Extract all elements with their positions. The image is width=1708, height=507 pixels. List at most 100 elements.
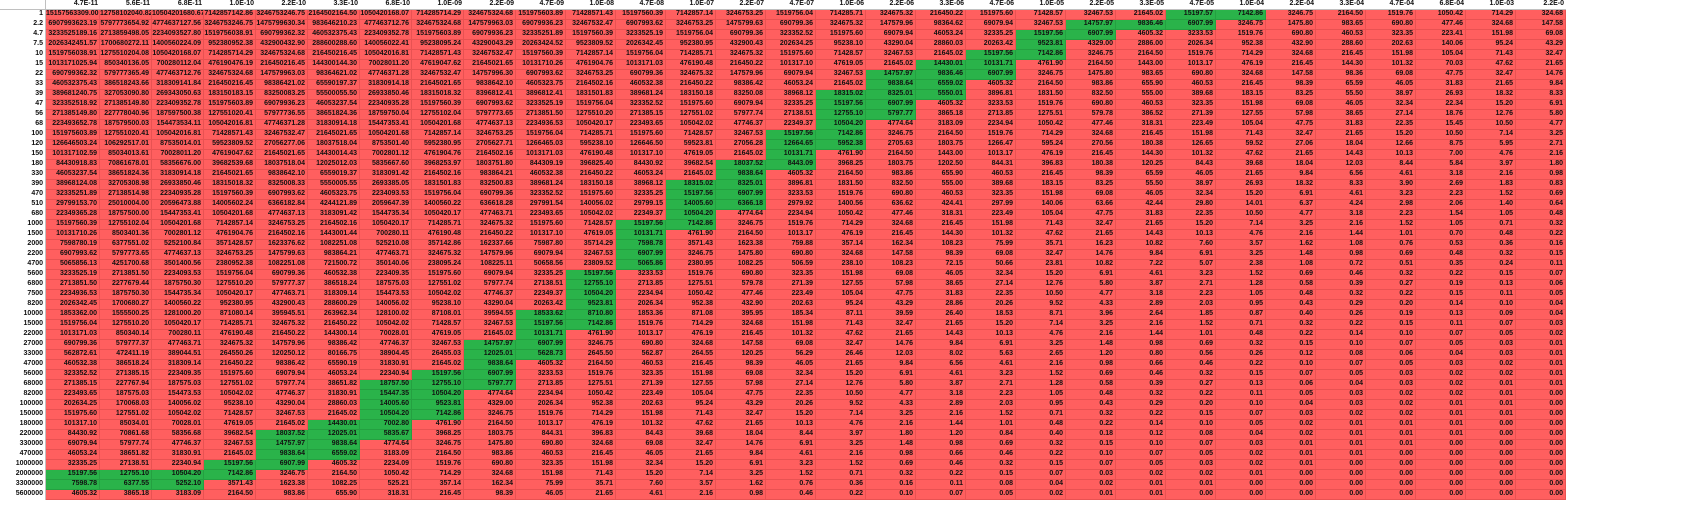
data-cell[interactable]: 216450216.45: [308, 50, 360, 60]
data-cell[interactable]: 1.52: [1216, 270, 1266, 280]
data-cell[interactable]: 324675.32: [256, 320, 308, 330]
data-cell[interactable]: 460532375.43: [46, 80, 100, 90]
data-cell[interactable]: 3968.25: [816, 160, 866, 170]
data-cell[interactable]: 476190.48: [412, 230, 464, 240]
data-cell[interactable]: 690799.36: [766, 20, 816, 30]
data-cell[interactable]: 0.24: [1466, 260, 1516, 270]
data-cell[interactable]: 5952.38: [816, 140, 866, 150]
data-cell[interactable]: 0.01: [1416, 400, 1466, 410]
data-cell[interactable]: 65590197.37: [308, 80, 360, 90]
data-cell[interactable]: 0.01: [1516, 380, 1566, 390]
data-cell[interactable]: 4.61: [616, 490, 666, 500]
data-cell[interactable]: 6907.99: [1066, 30, 1116, 40]
data-cell[interactable]: 0.07: [1466, 320, 1516, 330]
data-cell[interactable]: 8503401.36: [100, 230, 152, 240]
data-cell[interactable]: 1275510.20: [204, 280, 256, 290]
data-cell[interactable]: 14.76: [1516, 70, 1566, 80]
data-cell[interactable]: 579.78: [1066, 110, 1116, 120]
data-cell[interactable]: 1275.51: [566, 380, 616, 390]
data-cell[interactable]: 0.11: [1216, 390, 1266, 400]
data-cell[interactable]: 31830.91: [360, 360, 412, 370]
data-cell[interactable]: 105.04: [1016, 210, 1066, 220]
data-cell[interactable]: 6.91: [1516, 100, 1566, 110]
data-cell[interactable]: 690.80: [1266, 30, 1316, 40]
data-cell[interactable]: 271385.15: [100, 370, 152, 380]
data-cell[interactable]: 3246753.25: [256, 220, 308, 230]
data-cell[interactable]: 83250.08: [716, 90, 766, 100]
data-cell[interactable]: 714.29: [816, 220, 866, 230]
data-cell[interactable]: 10131710.26: [516, 60, 566, 70]
data-cell[interactable]: 1400560224.09: [152, 40, 204, 50]
data-cell[interactable]: 7142.86: [412, 410, 464, 420]
data-cell[interactable]: 3.57: [1216, 240, 1266, 250]
data-cell[interactable]: 6.91: [866, 370, 916, 380]
data-cell[interactable]: 98364.62: [916, 20, 966, 30]
data-cell[interactable]: 0.05: [1416, 340, 1466, 350]
data-cell[interactable]: 1519756.04: [412, 190, 464, 200]
data-cell[interactable]: 0.14: [1116, 420, 1166, 430]
data-cell[interactable]: 714285.71: [412, 220, 464, 230]
row-header-cell[interactable]: 56: [0, 110, 46, 120]
data-cell[interactable]: 10.13: [1166, 230, 1216, 240]
data-cell[interactable]: 50658.56: [516, 260, 566, 270]
data-cell[interactable]: 0.32: [1066, 410, 1116, 420]
data-cell[interactable]: 0.00: [1416, 460, 1466, 470]
data-cell[interactable]: 39.68: [666, 430, 716, 440]
data-cell[interactable]: 101.32: [1366, 60, 1416, 70]
data-cell[interactable]: 6559019.37: [308, 170, 360, 180]
data-cell[interactable]: 12664.65: [766, 140, 816, 150]
data-cell[interactable]: 269343050.63: [152, 90, 204, 100]
data-cell[interactable]: 0.00: [1166, 490, 1216, 500]
data-cell[interactable]: 14.01: [1216, 200, 1266, 210]
data-cell[interactable]: 216450.22: [464, 230, 516, 240]
data-cell[interactable]: 1013171.03: [46, 330, 100, 340]
data-cell[interactable]: 1.05: [1416, 220, 1466, 230]
data-cell[interactable]: 2164502.16: [308, 220, 360, 230]
data-cell[interactable]: 12.66: [1366, 140, 1416, 150]
data-cell[interactable]: 32467.53: [816, 70, 866, 80]
data-cell[interactable]: 32467.53: [412, 340, 464, 350]
data-cell[interactable]: 6907993.62: [616, 20, 666, 30]
data-cell[interactable]: 108.23: [866, 260, 916, 270]
data-cell[interactable]: 32467.53: [204, 440, 256, 450]
data-cell[interactable]: 0.69: [1066, 370, 1116, 380]
data-cell[interactable]: 10504.20: [816, 120, 866, 130]
data-cell[interactable]: 357.14: [816, 240, 866, 250]
data-cell[interactable]: 5952380.95: [412, 140, 464, 150]
data-cell[interactable]: 0.02: [1366, 410, 1416, 420]
data-cell[interactable]: 216.45: [1016, 170, 1066, 180]
data-cell[interactable]: 98.39: [464, 490, 516, 500]
data-cell[interactable]: 3968.25: [412, 430, 464, 440]
data-cell[interactable]: 7.60: [616, 480, 666, 490]
data-cell[interactable]: 202.63: [616, 400, 666, 410]
data-cell[interactable]: 2.16: [1466, 170, 1516, 180]
data-cell[interactable]: 983864.21: [464, 170, 516, 180]
data-cell[interactable]: 324.68: [816, 250, 866, 260]
data-cell[interactable]: 288600.29: [308, 300, 360, 310]
data-cell[interactable]: 2.71: [1166, 280, 1216, 290]
data-cell[interactable]: 6907.99: [516, 340, 566, 350]
data-cell[interactable]: 2.16: [666, 490, 716, 500]
data-cell[interactable]: 0.07: [916, 490, 966, 500]
data-cell[interactable]: 952.38: [1216, 40, 1266, 50]
data-cell[interactable]: 71428571.43: [412, 50, 464, 60]
data-cell[interactable]: 151.98: [1216, 100, 1266, 110]
data-cell[interactable]: 187575.03: [360, 280, 412, 290]
column-header-cell[interactable]: 1.0E-04: [1216, 0, 1266, 10]
data-cell[interactable]: 14.76: [716, 440, 766, 450]
data-cell[interactable]: 0.03: [1216, 440, 1266, 450]
data-cell[interactable]: 70.03: [1416, 60, 1466, 70]
data-cell[interactable]: 432.90: [716, 300, 766, 310]
data-cell[interactable]: 32335.25: [616, 190, 666, 200]
data-cell[interactable]: 10131.71: [766, 150, 816, 160]
data-cell[interactable]: 525210.08: [360, 240, 412, 250]
data-cell[interactable]: 57.98: [1266, 110, 1316, 120]
column-header-cell[interactable]: 2.2E-0: [1516, 0, 1566, 10]
data-cell[interactable]: 0.07: [1216, 410, 1266, 420]
data-cell[interactable]: 2.38: [1216, 260, 1266, 270]
data-cell[interactable]: 216.45: [1316, 50, 1366, 60]
data-cell[interactable]: 46.05: [516, 490, 566, 500]
data-cell[interactable]: 952380.95: [666, 40, 716, 50]
data-cell[interactable]: 2979.92: [766, 200, 816, 210]
data-cell[interactable]: 4605.32: [46, 490, 100, 500]
